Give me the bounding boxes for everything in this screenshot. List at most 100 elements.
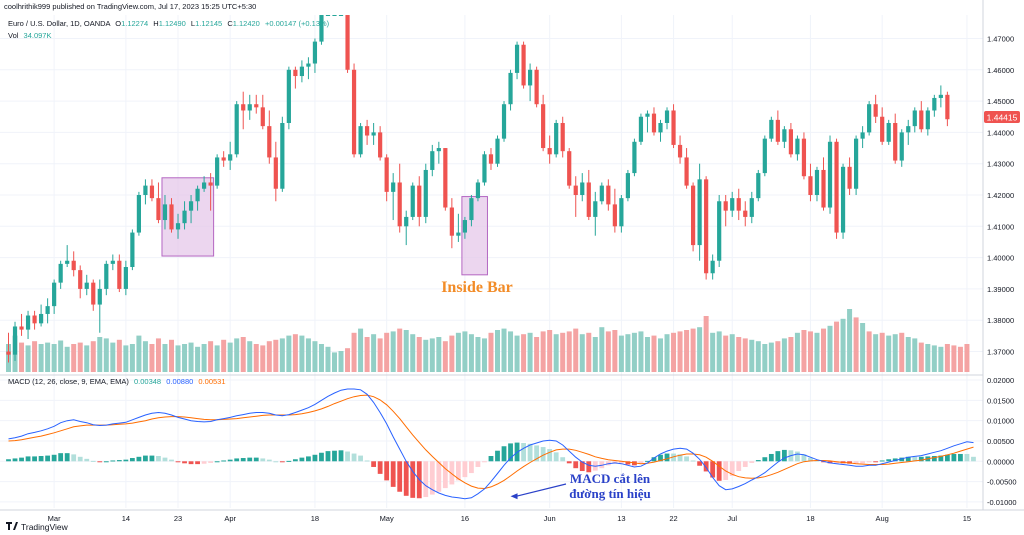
- tradingview-logo[interactable]: TradingView: [6, 522, 69, 532]
- volume-bar: [886, 335, 892, 372]
- candle-body: [873, 104, 878, 117]
- volume-bar: [814, 332, 820, 372]
- volume-bar: [560, 332, 566, 372]
- candle-body: [495, 138, 500, 164]
- volume-bar: [397, 328, 403, 372]
- macd-hist-bar: [951, 453, 957, 462]
- volume-bar: [390, 331, 396, 372]
- volume-label[interactable]: Vol: [8, 31, 19, 40]
- candle-body: [854, 138, 859, 189]
- macd-hist-bar: [247, 457, 253, 462]
- volume-bar: [312, 341, 318, 372]
- macd-hist-bar: [123, 459, 129, 462]
- macd-tick-label: -0.00500: [987, 478, 1017, 487]
- macd-tick-label: 0.01000: [987, 417, 1014, 426]
- time-tick-label: Jul: [727, 514, 737, 523]
- volume-value: 34.097K: [24, 31, 52, 40]
- volume-bar: [351, 332, 357, 372]
- macd-hist-bar: [319, 452, 324, 462]
- volume-bar: [169, 339, 174, 372]
- macd-hist-bar: [755, 460, 761, 462]
- symbol-title[interactable]: Euro / U.S. Dollar, 1D, OANDA: [8, 19, 111, 28]
- macd-hist-bar: [279, 461, 285, 463]
- volume-bar: [781, 338, 787, 372]
- candle-body: [795, 138, 800, 155]
- candle-body: [619, 198, 624, 227]
- volume-bar: [462, 331, 468, 372]
- macd-hist-bar: [729, 461, 735, 476]
- candle-body: [808, 176, 813, 195]
- time-axis[interactable]: Mar 14 23 Apr 18 May 16 Jun 13 22 Jul 18 Aug 15: [48, 514, 971, 523]
- time-tick-label: 15: [963, 514, 971, 523]
- time-tick-label: Apr: [224, 514, 236, 523]
- volume-bar: [58, 340, 64, 372]
- candle-body: [528, 69, 533, 86]
- macd-hist-bar: [905, 456, 911, 462]
- candle-body: [260, 107, 265, 127]
- macd-hist-bar: [918, 456, 924, 462]
- macd-hist-bar: [332, 450, 337, 462]
- candle-body: [840, 166, 846, 233]
- candle-body: [130, 232, 135, 267]
- volume-bar: [90, 341, 96, 372]
- macd-hist-bar: [129, 458, 135, 462]
- volume-bar: [925, 344, 931, 372]
- candle-body: [814, 169, 820, 195]
- macd-axis[interactable]: 0.02000 0.01500 0.01000 0.00500 0.00000 -0.00…: [987, 376, 1017, 507]
- macd-hist-bar: [808, 457, 813, 462]
- candle-body: [730, 198, 735, 211]
- volume-bar: [155, 338, 161, 372]
- macd-hist-bar: [377, 461, 383, 474]
- volume-bar: [618, 335, 624, 372]
- volume-bar: [175, 345, 181, 372]
- macd-hist-bar: [618, 461, 624, 464]
- candle-body: [547, 148, 552, 155]
- macd-hist-bar: [110, 460, 116, 462]
- volume-bar: [234, 338, 240, 372]
- macd-hist-bar: [234, 458, 240, 462]
- volume-bar: [273, 339, 279, 372]
- price-candles[interactable]: [6, 15, 950, 363]
- macd-line: [8, 388, 974, 500]
- volume-bar: [501, 328, 507, 372]
- candle-body: [664, 110, 670, 123]
- candle-body: [195, 188, 200, 202]
- macd-tick-label: 0.02000: [987, 376, 1014, 385]
- volume-bar: [592, 337, 598, 372]
- volume-bar: [103, 338, 109, 372]
- last-price-tag: [984, 111, 1020, 123]
- volume-bar: [416, 337, 422, 372]
- ohlc-close-value: 1.12420: [233, 19, 260, 28]
- macd-hist-bar: [508, 443, 513, 462]
- macd-tick-label: -0.01000: [987, 498, 1017, 507]
- candle-body: [430, 151, 435, 170]
- macd-hist-bar: [227, 459, 233, 462]
- volume-bar: [64, 346, 70, 372]
- macd-title[interactable]: MACD (12, 26, close, 9, EMA, EMA): [8, 377, 129, 386]
- macd-hist-bar: [182, 461, 187, 464]
- volume-bar: [742, 338, 748, 372]
- volume-bar: [208, 341, 214, 372]
- volume-bar: [514, 335, 520, 372]
- candle-body: [417, 185, 422, 217]
- macd-hist-bar: [71, 454, 77, 462]
- macd-hist-bar: [684, 456, 689, 462]
- volume-bar: [247, 341, 253, 372]
- volume-bar: [840, 318, 846, 372]
- volume-bar: [612, 330, 618, 372]
- macd-hist-bar: [944, 454, 950, 462]
- time-tick-label: 13: [617, 514, 625, 523]
- macd-hist-bar: [664, 453, 670, 462]
- candle-body: [645, 113, 650, 117]
- volume-bar: [195, 346, 201, 372]
- ohlc-high-value: 1.12490: [159, 19, 186, 28]
- volume-bar: [214, 345, 220, 372]
- volume-bar: [918, 342, 924, 372]
- macd-lines: [8, 388, 974, 500]
- macd-hist-bar: [423, 461, 429, 498]
- volume-bar: [449, 335, 455, 372]
- macd-hist-bar: [260, 458, 266, 462]
- price-axis[interactable]: 1.47000 1.46000 1.45000 1.44000 1.43000 1.420…: [987, 34, 1014, 356]
- volume-bar: [77, 342, 83, 372]
